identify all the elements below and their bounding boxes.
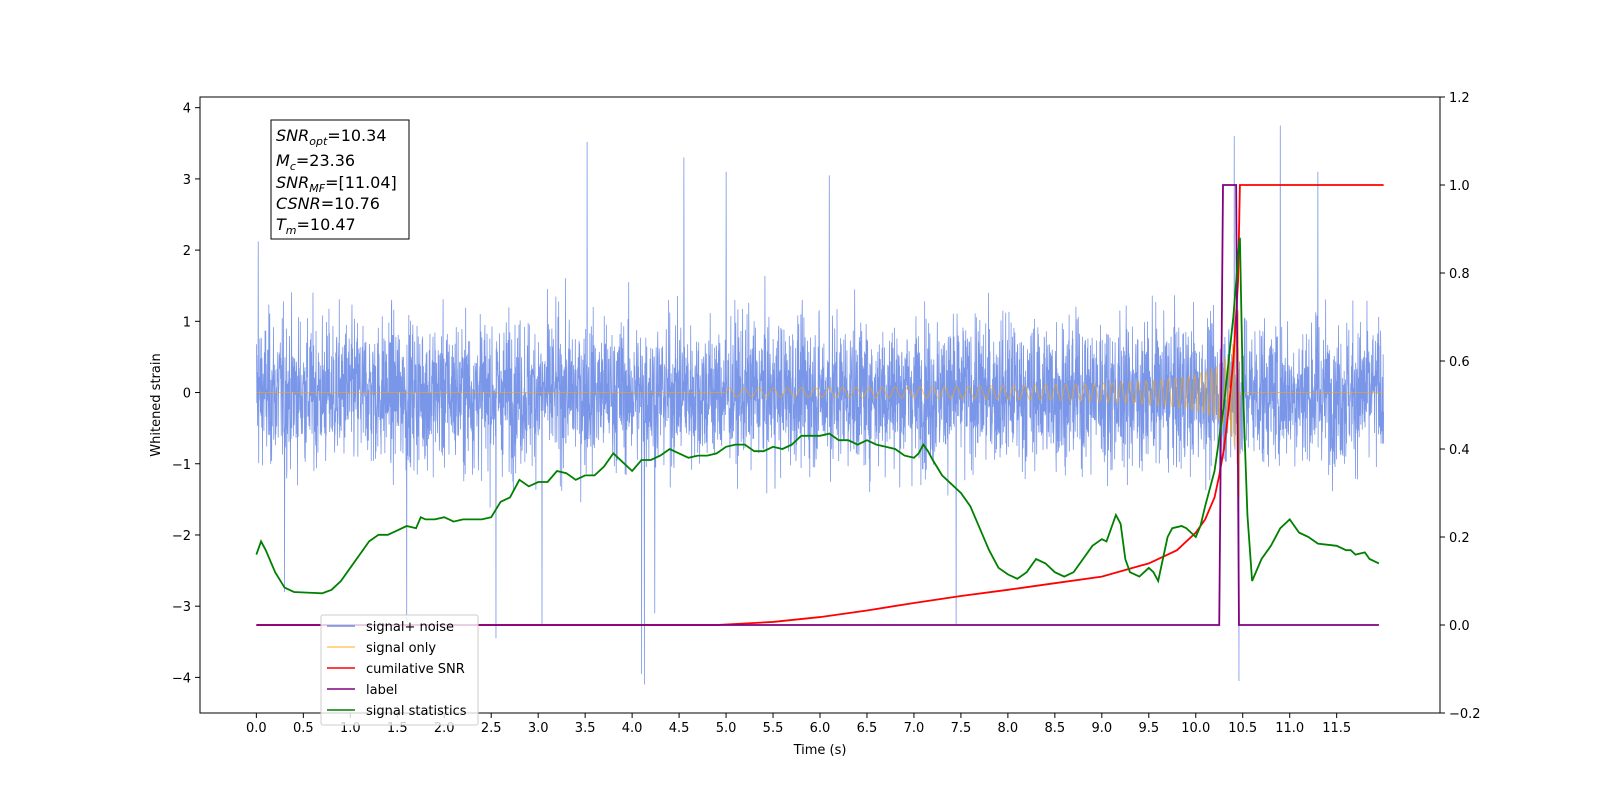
- series-signal-only: [256, 310, 1384, 499]
- x-tick-label: 8.0: [998, 721, 1019, 736]
- x-tick-label: 4.0: [622, 721, 643, 736]
- x-tick-label: 7.0: [904, 721, 925, 736]
- x-tick-label: 0.5: [293, 721, 314, 736]
- y-right-tick-label: 0.0: [1449, 619, 1470, 634]
- x-tick-label: 9.5: [1138, 721, 1159, 736]
- x-tick-label: 3.5: [575, 721, 596, 736]
- stats-annotation-box: SNRopt=10.34 Mc=23.36 SNRMF=[11.04] CSNR…: [270, 119, 410, 240]
- x-tick-label: 11.5: [1322, 721, 1351, 736]
- legend-label-cumulative-snr: cumilative SNR: [366, 662, 465, 677]
- x-tick-label: 4.5: [669, 721, 690, 736]
- x-tick-label: 3.0: [528, 721, 549, 736]
- x-tick-label: 10.0: [1181, 721, 1210, 736]
- stat-snr-mf: SNRMF=[11.04]: [276, 173, 397, 195]
- y-left-tick-label: −3: [172, 600, 191, 615]
- y-axis-title: Whitened strain: [149, 353, 164, 456]
- series-label: [256, 184, 1379, 626]
- plot-series: [255, 125, 1385, 685]
- x-tick-label: 11.0: [1275, 721, 1304, 736]
- y-right-tick-label: 1.2: [1449, 91, 1470, 106]
- y-right-tick-label: 0.2: [1449, 531, 1470, 546]
- x-axis-title: Time (s): [793, 743, 847, 758]
- stat-tm: Tm=10.47: [276, 215, 356, 237]
- y-right-tick-label: −0.2: [1449, 707, 1481, 722]
- legend-label-label: label: [366, 683, 397, 698]
- y-left-tick-label: −2: [172, 529, 191, 544]
- legend-label-signal-noise: signal+ noise: [366, 620, 454, 635]
- stats-annotation-frame: [270, 119, 410, 240]
- y-left-axis: 4 3 2 1 0 −1 −2 −3 −4: [172, 102, 200, 686]
- stat-mc: Mc=23.36: [276, 151, 355, 173]
- x-tick-label: 8.5: [1045, 721, 1066, 736]
- legend: signal+ noise signal only cumilative SNR…: [320, 614, 479, 726]
- x-tick-label: 2.5: [481, 721, 502, 736]
- y-right-tick-label: 1.0: [1449, 179, 1470, 194]
- x-tick-label: 5.0: [716, 721, 737, 736]
- legend-frame: [320, 614, 479, 726]
- x-tick-label: 0.0: [246, 721, 267, 736]
- series-signal-statistics: [255, 237, 1380, 595]
- legend-label-signal-only: signal only: [366, 641, 436, 656]
- y-left-tick-label: 1: [183, 315, 191, 330]
- x-tick-label: 6.5: [857, 721, 878, 736]
- x-tick-label: 5.5: [763, 721, 784, 736]
- x-tick-label: 7.5: [951, 721, 972, 736]
- stat-snr-opt: SNRopt=10.34: [276, 126, 387, 148]
- legend-label-signal-statistics: signal statistics: [366, 704, 467, 719]
- y-left-tick-label: −1: [172, 458, 191, 473]
- y-left-tick-label: 4: [183, 102, 191, 117]
- y-right-tick-label: 0.6: [1449, 355, 1470, 370]
- stat-csnr: CSNR=10.76: [276, 194, 380, 213]
- y-left-tick-label: 3: [183, 173, 191, 188]
- x-axis: 0.0 0.5 1.0 1.5 2.0 2.5 3.0 3.5 4.0 4.5 5.0 5.5 6.0 6…: [246, 713, 1351, 736]
- x-tick-label: 9.0: [1091, 721, 1112, 736]
- y-left-tick-label: 0: [183, 387, 191, 402]
- y-right-axis: 1.2 1.0 0.8 0.6 0.4 0.2 0.0 −0.2: [1440, 91, 1481, 722]
- x-tick-label: 10.5: [1228, 721, 1257, 736]
- x-tick-label: 6.0: [810, 721, 831, 736]
- y-right-tick-label: 0.8: [1449, 267, 1470, 282]
- y-left-tick-label: 2: [183, 244, 191, 259]
- y-left-tick-label: −4: [172, 671, 191, 686]
- y-right-tick-label: 0.4: [1449, 443, 1470, 458]
